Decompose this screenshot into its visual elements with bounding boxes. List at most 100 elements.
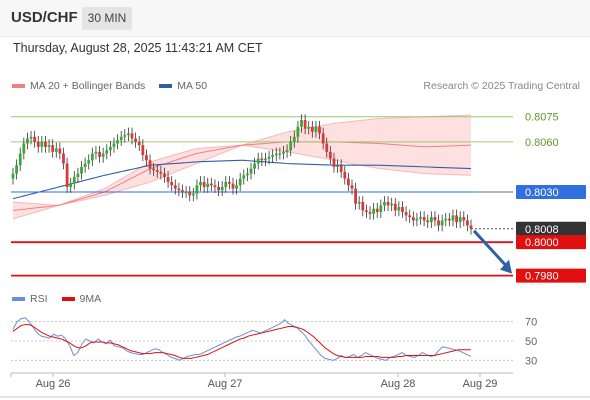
- candle-body: [26, 138, 29, 144]
- rsi-level-label: 30: [525, 355, 537, 367]
- candle-body: [253, 163, 257, 169]
- candle-body: [227, 181, 231, 184]
- candle-body: [401, 207, 404, 213]
- legend-9ma: 9MA: [61, 293, 102, 305]
- candle-body: [72, 176, 76, 184]
- candle-body: [422, 217, 426, 221]
- candle-body: [365, 210, 368, 213]
- legend-ma20: MA 20 + Bollinger Bands: [12, 80, 145, 92]
- candle-body: [368, 212, 372, 214]
- candle-body: [137, 141, 141, 146]
- legend-9ma-label: 9MA: [79, 293, 102, 305]
- ma50-line: [12, 159, 472, 200]
- candle-body: [116, 140, 119, 144]
- candle-body: [419, 217, 422, 219]
- legend-ma50-label: MA 50: [177, 80, 208, 92]
- x-tick-label: Aug 26: [36, 378, 71, 390]
- candle-body: [65, 163, 69, 187]
- legend-rsi: RSI: [12, 293, 48, 305]
- candle-body: [390, 203, 394, 206]
- x-tick-label: Aug 27: [208, 378, 243, 390]
- candle-body: [246, 173, 249, 176]
- level-label-box: [516, 268, 586, 283]
- candle-body: [379, 205, 383, 213]
- candle-body: [105, 150, 109, 154]
- forecast-arrow-shaft: [472, 229, 508, 267]
- x-tick-label: Aug 28: [381, 378, 416, 390]
- candle-body: [83, 163, 87, 167]
- level-label-resistance: 0.8075: [525, 112, 559, 124]
- candle-body: [411, 217, 415, 221]
- candle-body: [386, 202, 390, 206]
- candle-body: [361, 202, 365, 211]
- candle-body: [303, 120, 307, 129]
- candle-body: [447, 218, 451, 221]
- candle-body: [195, 185, 199, 194]
- candle-body: [249, 168, 253, 174]
- candle-body: [296, 126, 300, 137]
- candle-body: [462, 217, 466, 221]
- candle-body: [408, 215, 412, 218]
- bollinger-band: [13, 115, 471, 219]
- level-label-support: 0.7980: [525, 271, 559, 283]
- candle-body: [119, 136, 123, 141]
- rsi-ma-line: [12, 324, 471, 359]
- candle-body: [458, 217, 462, 223]
- symbol-title: USD/CHF: [11, 9, 78, 26]
- candle-body: [148, 160, 152, 169]
- timeframe-button[interactable]: 30 MIN: [82, 7, 132, 30]
- candle-body: [383, 202, 386, 206]
- candle-body: [145, 155, 148, 161]
- bottom-border: [0, 396, 590, 398]
- candle-body: [202, 181, 206, 187]
- candle-body: [429, 217, 433, 223]
- candle-body: [36, 141, 40, 147]
- candle-body: [282, 151, 285, 154]
- candle-body: [224, 181, 228, 187]
- ma50-swatch-icon: [159, 84, 173, 88]
- candle-body: [372, 208, 376, 214]
- candle-body: [44, 141, 47, 147]
- legend-ma50: MA 50: [159, 80, 207, 92]
- chart-timestamp: Thursday, August 28, 2025 11:43:21 AM CE…: [13, 41, 263, 55]
- candle-body: [397, 207, 401, 211]
- candle-body: [101, 153, 105, 157]
- candle-body: [184, 192, 188, 194]
- header-bar: USD/CHF 30 MIN: [0, 0, 590, 37]
- candle-body: [90, 153, 94, 161]
- candle-body: [278, 153, 282, 155]
- candle-body: [58, 148, 62, 154]
- candle-body: [166, 176, 170, 182]
- candle-body: [213, 185, 217, 187]
- level-label-pivot: 0.8030: [525, 187, 559, 199]
- candle-body: [343, 171, 347, 179]
- candle-body: [274, 153, 278, 156]
- candle-body: [94, 151, 98, 154]
- candle-body: [134, 138, 138, 142]
- candle-body: [47, 145, 51, 147]
- candle-body: [256, 158, 260, 164]
- candle-body: [260, 158, 264, 161]
- candle-body: [22, 143, 26, 154]
- candle-body: [354, 188, 357, 204]
- candle-body: [437, 220, 440, 226]
- candle-body: [375, 208, 379, 213]
- candle-body: [80, 166, 83, 174]
- candle-body: [433, 217, 437, 221]
- candle-body: [159, 171, 163, 174]
- copyright-text: Research © 2025 Trading Central: [423, 80, 580, 92]
- level-label-resistance: 0.8060: [525, 137, 559, 149]
- candle-body: [271, 155, 275, 157]
- candle-body: [62, 153, 65, 164]
- forecast-arrow-head-icon: [500, 259, 512, 274]
- candle-body: [465, 220, 469, 226]
- candle-body: [130, 133, 134, 139]
- candle-body: [18, 153, 22, 166]
- candle-body: [127, 133, 130, 136]
- candle-body: [87, 160, 91, 164]
- candle-body: [29, 136, 33, 139]
- candle-body: [350, 185, 354, 189]
- legend-ma20-label: MA 20 + Bollinger Bands: [30, 80, 146, 92]
- candle-body: [357, 202, 361, 204]
